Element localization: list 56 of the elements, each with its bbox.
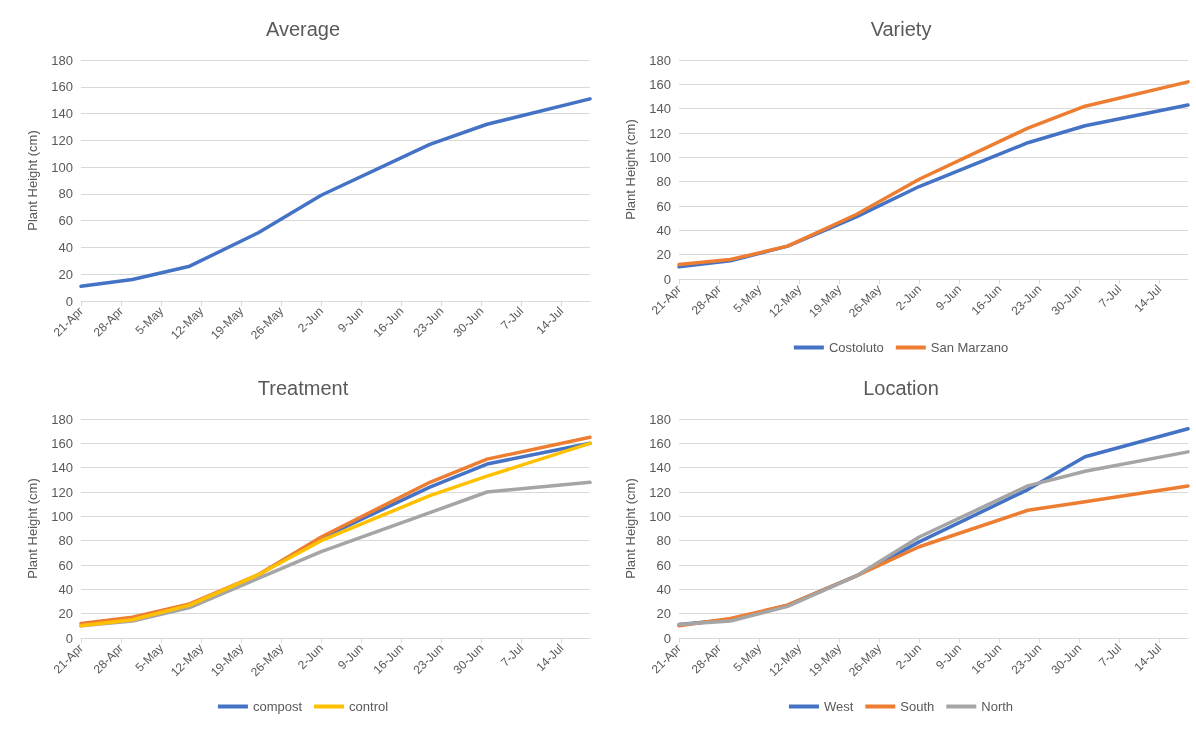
y-tick-label: 100 xyxy=(649,508,671,524)
legend-label: San Marzano xyxy=(930,340,1009,355)
y-tick-label: 140 xyxy=(649,101,671,117)
y-tick-label: 80 xyxy=(58,533,73,549)
legend-label: compost xyxy=(252,699,303,714)
y-axis-title: Plant Height (cm) xyxy=(25,478,40,579)
y-tick-label: 180 xyxy=(51,52,73,68)
y-tick-label: 120 xyxy=(51,132,73,148)
y-tick-label: 80 xyxy=(656,533,671,549)
y-tick-label: 140 xyxy=(649,460,671,476)
y-tick-label: 160 xyxy=(51,435,73,451)
y-tick-label: 20 xyxy=(656,606,671,622)
chart-title: Variety xyxy=(870,18,932,40)
y-tick-label: 160 xyxy=(649,76,671,92)
y-tick-label: 180 xyxy=(649,411,671,427)
legend-label: Costoluto xyxy=(828,340,884,355)
y-tick-label: 100 xyxy=(51,159,73,175)
y-tick-label: 180 xyxy=(649,52,671,68)
y-tick-label: 40 xyxy=(58,581,73,597)
y-tick-label: 80 xyxy=(656,174,671,190)
y-tick-label: 120 xyxy=(51,484,73,500)
y-tick-label: 60 xyxy=(656,198,671,214)
chart-title: Average xyxy=(265,18,341,40)
y-tick-label: 0 xyxy=(65,293,73,309)
line-series xyxy=(79,97,592,289)
legend-label: South xyxy=(900,699,935,714)
legend-label: North xyxy=(981,699,1014,714)
y-tick-label: 20 xyxy=(58,266,73,282)
y-tick-label: 60 xyxy=(58,213,73,229)
y-tick-label: 180 xyxy=(51,411,73,427)
y-tick-label: 0 xyxy=(65,630,73,646)
y-tick-label: 140 xyxy=(51,460,73,476)
y-tick-label: 40 xyxy=(656,581,671,597)
y-tick-label: 80 xyxy=(58,186,73,202)
y-tick-label: 40 xyxy=(656,222,671,238)
chart-title: Location xyxy=(863,377,939,399)
chart-title: Treatment xyxy=(257,377,349,399)
y-axis-title: Plant Height (cm) xyxy=(25,130,40,231)
y-tick-label: 160 xyxy=(649,435,671,451)
y-tick-label: 160 xyxy=(51,79,73,95)
y-tick-label: 40 xyxy=(58,239,73,255)
y-tick-label: 0 xyxy=(663,630,671,646)
y-tick-label: 140 xyxy=(51,106,73,122)
y-tick-label: 120 xyxy=(649,484,671,500)
y-axis-title: Plant Height (cm) xyxy=(623,478,638,579)
y-tick-label: 60 xyxy=(656,557,671,573)
y-tick-label: 100 xyxy=(649,149,671,165)
y-tick-label: 120 xyxy=(649,125,671,141)
legend-label: West xyxy=(823,699,854,714)
legend-label: control xyxy=(349,699,389,714)
y-tick-label: 100 xyxy=(51,508,73,524)
y-axis-title: Plant Height (cm) xyxy=(623,119,638,220)
y-tick-label: 20 xyxy=(656,247,671,263)
y-tick-label: 60 xyxy=(58,557,73,573)
y-tick-label: 0 xyxy=(663,271,671,287)
y-tick-label: 20 xyxy=(58,606,73,622)
